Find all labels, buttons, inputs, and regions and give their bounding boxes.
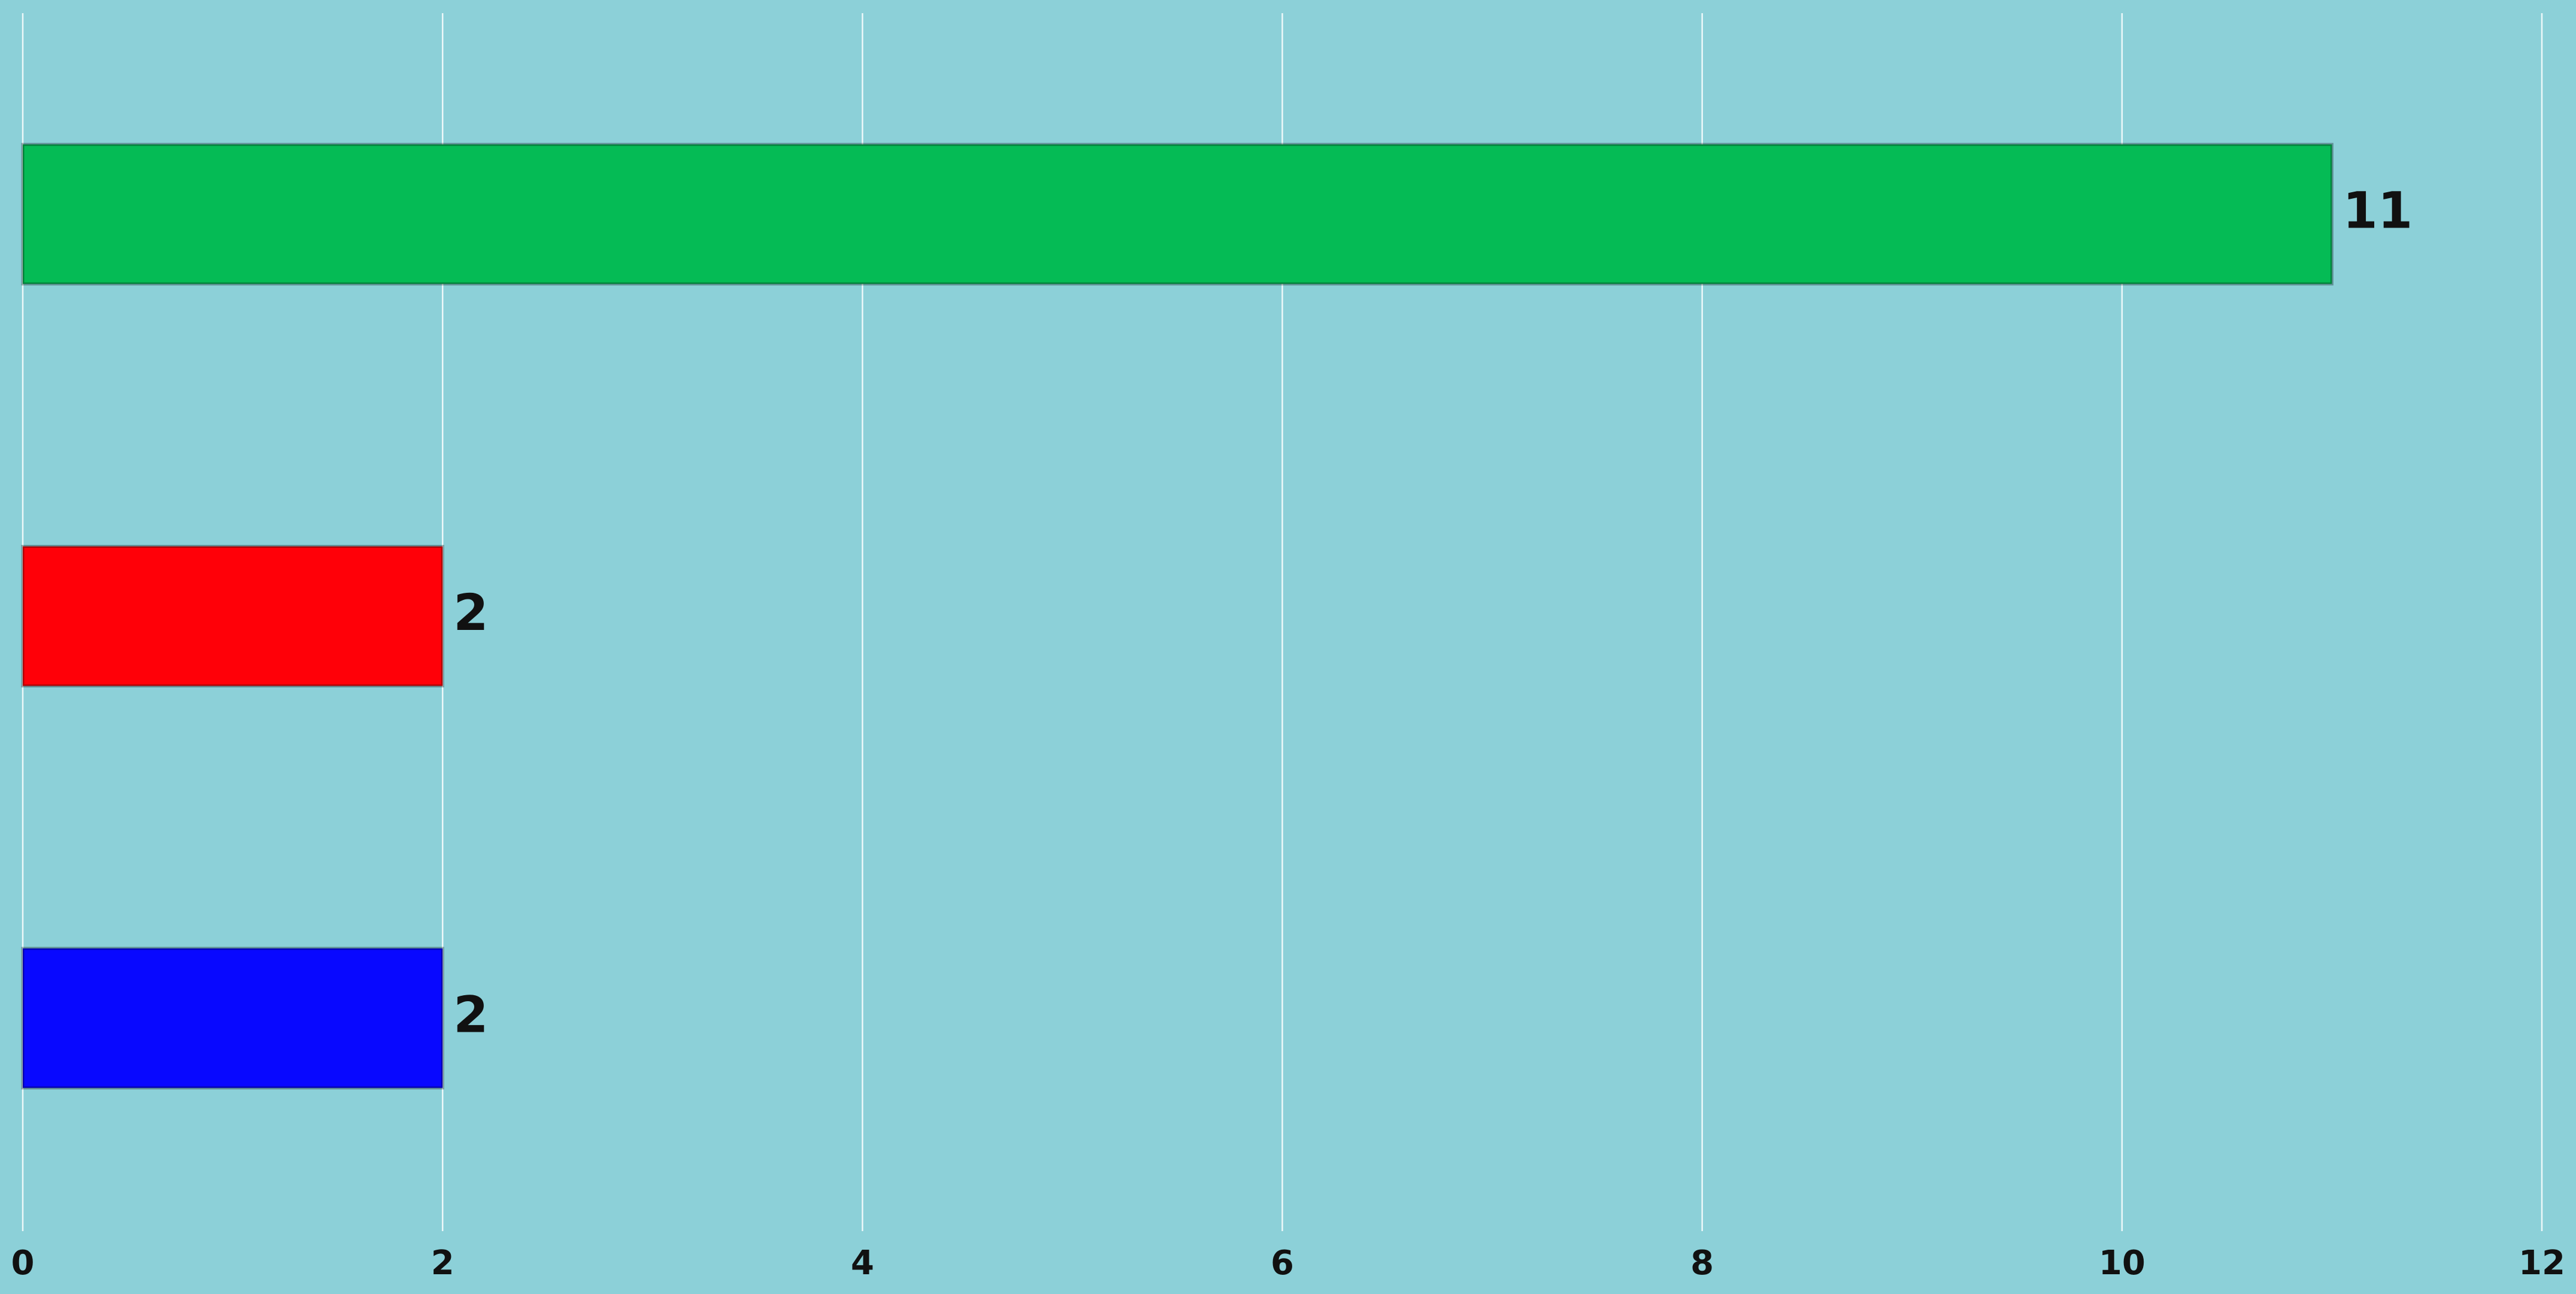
bar (21, 947, 444, 1090)
x-tick-label: 6 (1271, 1244, 1294, 1283)
x-tick-label: 10 (2099, 1244, 2145, 1283)
data-label: 11 (2342, 181, 2413, 240)
data-label: 2 (453, 583, 488, 642)
x-tick-label: 8 (1690, 1244, 1714, 1283)
x-tick-label: 0 (11, 1244, 35, 1283)
x-tick-label: 4 (851, 1244, 874, 1283)
data-label: 2 (453, 985, 488, 1044)
bar (21, 143, 2333, 286)
x-tick-label: 2 (431, 1244, 454, 1283)
x-tick-label: 12 (2519, 1244, 2565, 1283)
bar (21, 545, 444, 687)
